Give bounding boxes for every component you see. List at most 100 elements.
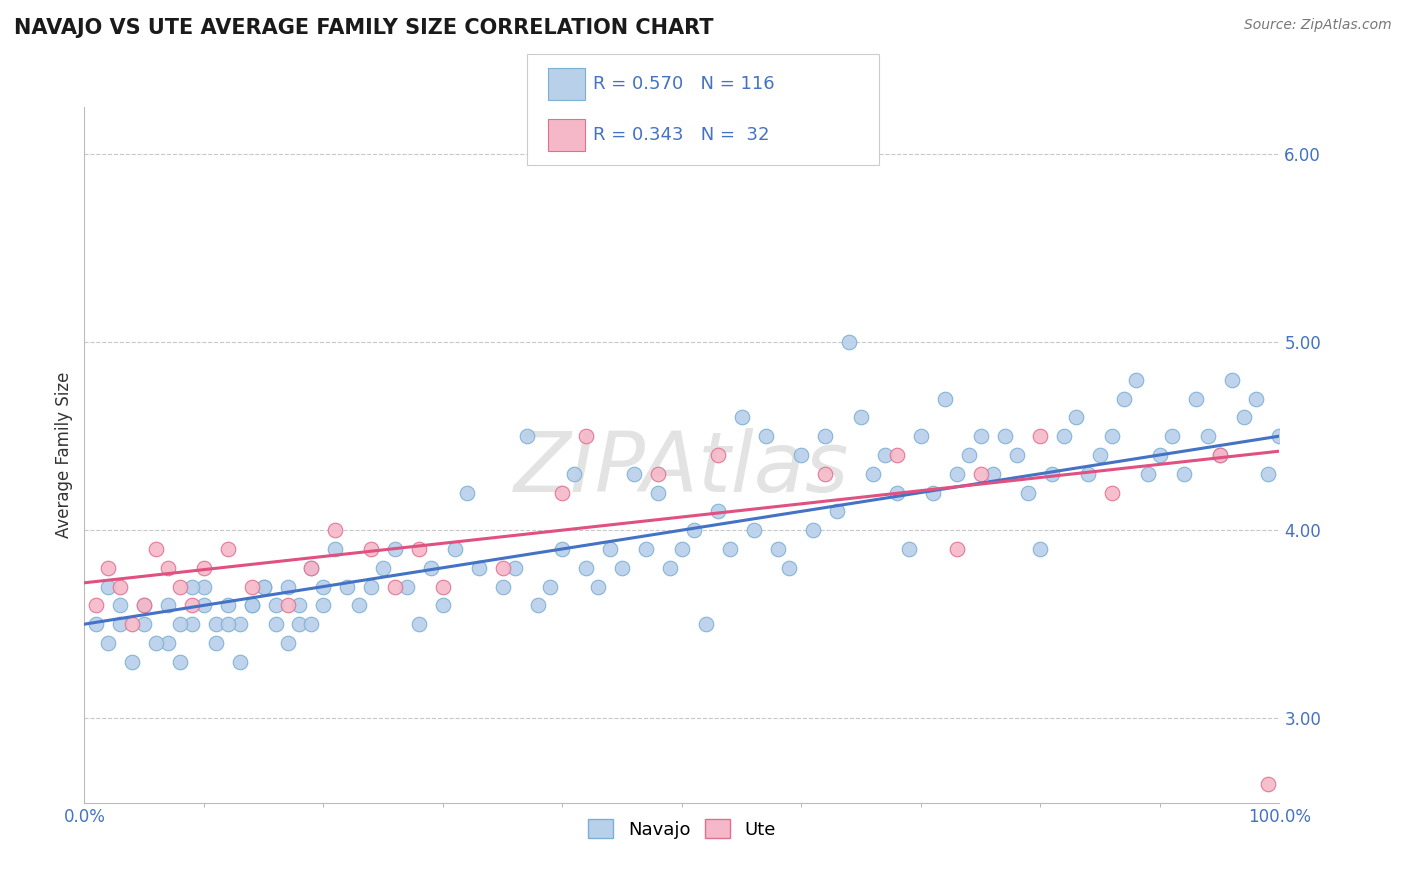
Point: [1101, 429, 1123, 443]
Point: [217, 599, 239, 613]
Point: [169, 617, 191, 632]
Point: [994, 429, 1017, 443]
Point: [599, 541, 621, 556]
Point: [981, 467, 1004, 481]
Point: [742, 523, 765, 537]
Point: [181, 599, 204, 613]
Point: [240, 599, 263, 613]
Point: [420, 560, 443, 574]
Point: [336, 580, 359, 594]
Point: [575, 560, 598, 574]
Point: [217, 541, 239, 556]
Point: [755, 429, 778, 443]
Point: [132, 599, 156, 613]
Point: [1257, 777, 1279, 791]
Point: [1185, 392, 1208, 406]
Point: [264, 599, 287, 613]
Point: [1137, 467, 1160, 481]
Point: [360, 541, 382, 556]
Text: ZIPAtlas: ZIPAtlas: [515, 428, 849, 509]
Point: [325, 541, 347, 556]
Point: [898, 541, 921, 556]
Point: [384, 541, 406, 556]
Point: [132, 599, 156, 613]
Point: [240, 580, 263, 594]
Point: [588, 580, 610, 594]
Point: [683, 523, 706, 537]
Point: [132, 617, 156, 632]
Point: [253, 580, 276, 594]
Point: [396, 580, 419, 594]
Point: [612, 560, 634, 574]
Point: [193, 560, 215, 574]
Point: [551, 485, 574, 500]
Point: [1077, 467, 1099, 481]
Point: [325, 523, 347, 537]
Point: [1114, 392, 1136, 406]
Point: [97, 580, 120, 594]
Point: [814, 429, 837, 443]
Point: [157, 599, 180, 613]
Point: [121, 617, 143, 632]
Point: [301, 560, 323, 574]
Point: [301, 617, 323, 632]
Point: [1018, 485, 1040, 500]
Point: [492, 560, 515, 574]
Point: [1149, 448, 1171, 462]
Point: [970, 429, 993, 443]
Point: [181, 580, 204, 594]
Point: [970, 467, 993, 481]
Point: [97, 636, 120, 650]
Point: [492, 580, 515, 594]
Point: [695, 617, 717, 632]
Point: [1257, 467, 1279, 481]
Point: [1042, 467, 1064, 481]
Point: [169, 655, 191, 669]
Point: [1101, 485, 1123, 500]
Point: [671, 541, 693, 556]
Point: [886, 485, 908, 500]
Point: [277, 636, 299, 650]
Point: [647, 485, 669, 500]
Y-axis label: Average Family Size: Average Family Size: [55, 372, 73, 538]
Point: [86, 599, 108, 613]
Point: [1220, 373, 1243, 387]
Point: [169, 580, 191, 594]
Point: [946, 541, 969, 556]
Point: [229, 617, 252, 632]
Point: [731, 410, 754, 425]
Point: [312, 580, 335, 594]
Point: [312, 599, 335, 613]
Point: [301, 560, 323, 574]
Text: NAVAJO VS UTE AVERAGE FAMILY SIZE CORRELATION CHART: NAVAJO VS UTE AVERAGE FAMILY SIZE CORREL…: [14, 18, 714, 37]
Point: [718, 541, 741, 556]
Point: [145, 541, 167, 556]
Point: [1197, 429, 1219, 443]
Point: [922, 485, 945, 500]
Point: [540, 580, 562, 594]
Point: [1053, 429, 1076, 443]
Point: [349, 599, 371, 613]
Point: [384, 580, 406, 594]
Point: [803, 523, 825, 537]
Point: [264, 617, 287, 632]
Point: [851, 410, 873, 425]
Point: [1233, 410, 1256, 425]
Point: [564, 467, 586, 481]
Point: [1029, 429, 1052, 443]
Point: [623, 467, 645, 481]
Point: [934, 392, 956, 406]
Point: [432, 580, 454, 594]
Point: [1209, 448, 1232, 462]
Point: [205, 636, 228, 650]
Point: [910, 429, 932, 443]
Point: [1005, 448, 1028, 462]
Legend: Navajo, Ute: Navajo, Ute: [581, 812, 783, 846]
Text: Source: ZipAtlas.com: Source: ZipAtlas.com: [1244, 18, 1392, 32]
Point: [157, 560, 180, 574]
Point: [408, 541, 430, 556]
Point: [145, 636, 167, 650]
Point: [205, 617, 228, 632]
Point: [1066, 410, 1088, 425]
Point: [1090, 448, 1112, 462]
